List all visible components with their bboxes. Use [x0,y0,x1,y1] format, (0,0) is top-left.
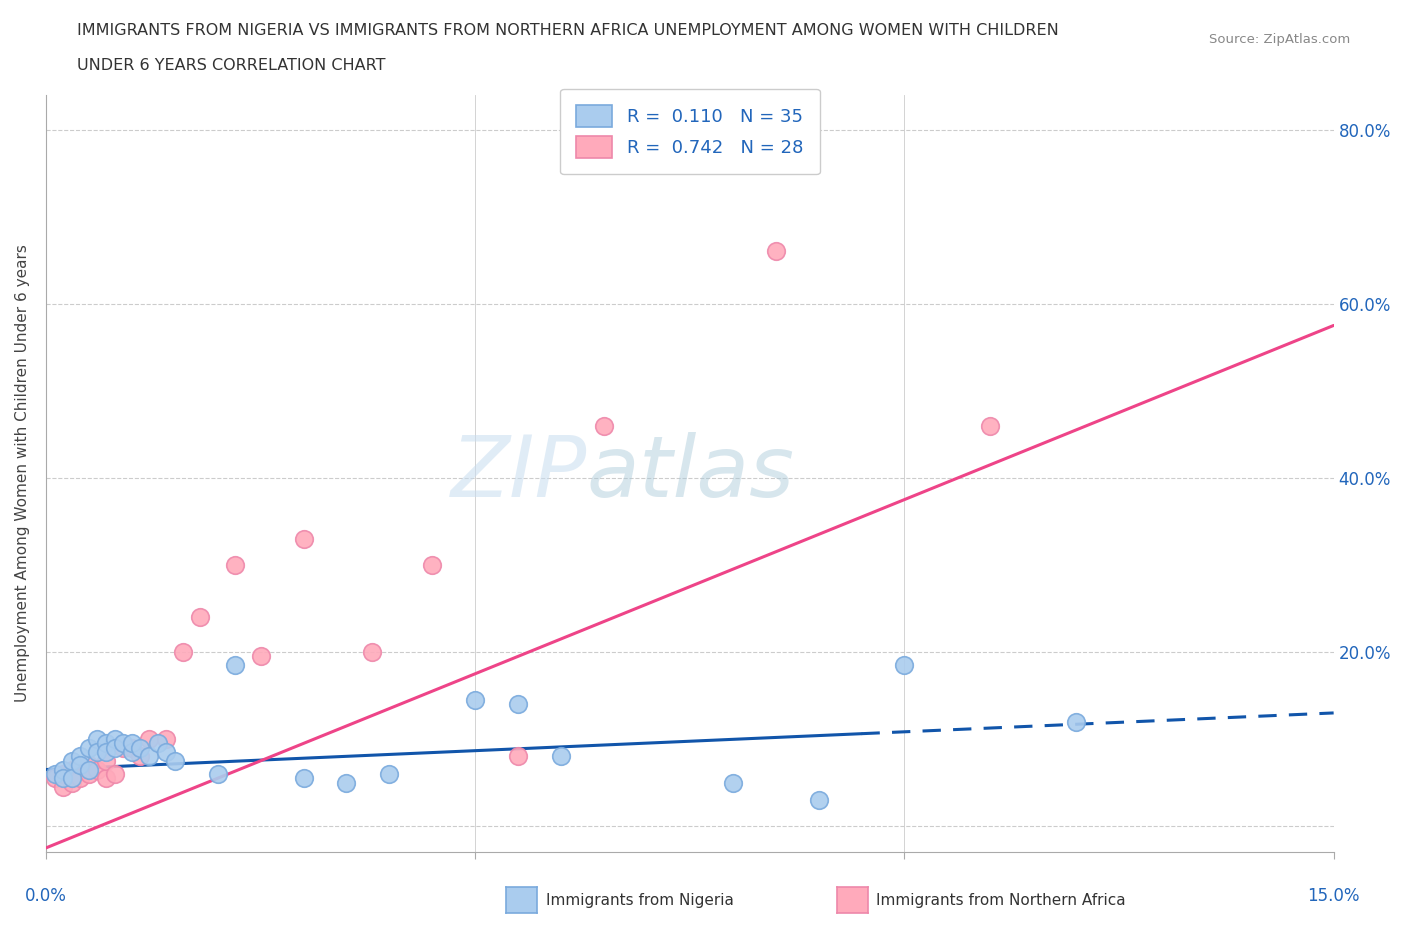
Text: 0.0%: 0.0% [25,887,67,905]
Point [60,775,83,790]
Point [94,736,117,751]
Point [224,557,246,572]
Point [721,775,744,790]
Point [292,531,315,546]
Point [979,418,1001,433]
Point [104,732,127,747]
Point [44,771,66,786]
Point [60,771,83,786]
Point [77,762,100,777]
Text: ZIP: ZIP [450,432,586,515]
Point [361,644,384,659]
Point [112,736,135,751]
Point [508,697,530,711]
Point [86,745,108,760]
Y-axis label: Unemployment Among Women with Children Under 6 years: Unemployment Among Women with Children U… [15,245,30,702]
Point [378,766,401,781]
Text: 15.0%: 15.0% [1308,887,1360,905]
Point [807,792,830,807]
Point [129,749,152,764]
Point [249,649,271,664]
Point [94,771,117,786]
Point [60,762,83,777]
Point [104,740,127,755]
Legend: R =  0.110   N = 35, R =  0.742   N = 28: R = 0.110 N = 35, R = 0.742 N = 28 [560,88,820,174]
Point [550,749,572,764]
Point [129,740,152,755]
Text: UNDER 6 YEARS CORRELATION CHART: UNDER 6 YEARS CORRELATION CHART [77,58,385,73]
Text: atlas: atlas [586,432,794,515]
Point [52,779,75,794]
Point [44,766,66,781]
Point [508,749,530,764]
Point [121,736,143,751]
Point [172,644,194,659]
Point [94,753,117,768]
Point [1064,714,1087,729]
Point [138,732,160,747]
Point [138,749,160,764]
Point [94,745,117,760]
Point [765,244,787,259]
Point [77,758,100,773]
Text: Source: ZipAtlas.com: Source: ZipAtlas.com [1209,33,1350,46]
Text: Immigrants from Nigeria: Immigrants from Nigeria [546,893,734,908]
Point [893,658,915,672]
Point [207,766,229,781]
Point [86,732,108,747]
Point [163,753,186,768]
Point [69,758,91,773]
Point [464,693,486,708]
Point [190,610,212,625]
Point [69,771,91,786]
Point [335,775,357,790]
Point [292,771,315,786]
Point [77,766,100,781]
Point [52,771,75,786]
Text: IMMIGRANTS FROM NIGERIA VS IMMIGRANTS FROM NORTHERN AFRICA UNEMPLOYMENT AMONG WO: IMMIGRANTS FROM NIGERIA VS IMMIGRANTS FR… [77,23,1059,38]
Point [146,736,169,751]
Point [86,762,108,777]
Point [420,557,443,572]
Point [77,740,100,755]
Point [593,418,616,433]
Point [52,762,75,777]
Point [155,745,177,760]
Point [69,749,91,764]
Point [52,766,75,781]
Point [112,740,135,755]
Point [155,732,177,747]
Point [121,740,143,755]
Point [224,658,246,672]
Text: Immigrants from Northern Africa: Immigrants from Northern Africa [876,893,1126,908]
Point [104,766,127,781]
Point [121,745,143,760]
Point [60,753,83,768]
